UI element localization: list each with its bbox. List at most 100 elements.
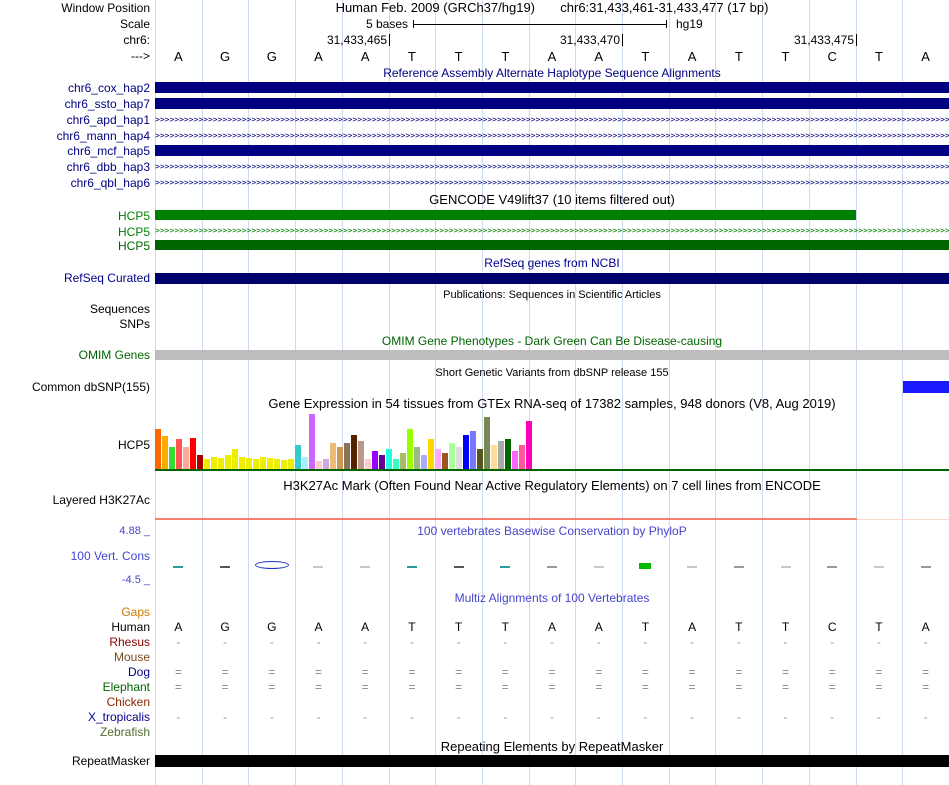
track-chevrons-chr6_apd_hap1[interactable]: >>>>>>>>>>>>>>>>>>>>>>>>>>>>>>>>>>>>>>>>…	[155, 116, 949, 124]
gtex-tissue-bar[interactable]	[246, 458, 252, 469]
gtex-tissue-bar[interactable]	[295, 445, 301, 469]
gtex-tissue-bar[interactable]	[358, 441, 364, 469]
omim-genes-bar[interactable]	[155, 350, 949, 360]
gtex-tissue-bar[interactable]	[274, 459, 280, 469]
gtex-tissue-bar[interactable]	[470, 431, 476, 469]
gencode-gene-bar[interactable]	[155, 210, 856, 220]
gtex-tissue-bar[interactable]	[309, 414, 315, 469]
publications-title[interactable]: Publications: Sequences in Scientific Ar…	[443, 289, 661, 301]
gtex-tissue-bar[interactable]	[218, 458, 224, 469]
gtex-tissue-bar[interactable]	[365, 459, 371, 469]
gtex-tissue-bar[interactable]	[204, 459, 210, 469]
gtex-tissue-bar[interactable]	[176, 439, 182, 469]
h3k27ac-title[interactable]: H3K27Ac Mark (Often Found Near Active Re…	[283, 478, 821, 493]
gtex-tissue-bar[interactable]	[498, 441, 504, 469]
gtex-tissue-bar[interactable]	[449, 443, 455, 469]
gencode-gene-chevrons[interactable]: >>>>>>>>>>>>>>>>>>>>>>>>>>>>>>>>>>>>>>>>…	[155, 227, 949, 235]
gtex-tissue-bar[interactable]	[316, 461, 322, 469]
gencode-title[interactable]: GENCODE V49lift37 (10 items filtered out…	[429, 192, 675, 207]
multiz-species-label-x_tropicalis[interactable]: X_tropicalis	[87, 710, 150, 724]
gtex-tissue-bar[interactable]	[169, 447, 175, 469]
gencode-track-label[interactable]: HCP5	[117, 225, 150, 239]
gtex-tissue-bar[interactable]	[211, 457, 217, 469]
gtex-tissue-bar[interactable]	[477, 449, 483, 469]
gtex-tissue-bar[interactable]	[421, 455, 427, 469]
gtex-tissue-bar[interactable]	[302, 457, 308, 469]
gtex-tissue-bar[interactable]	[190, 438, 196, 469]
snps-track-label[interactable]: SNPs	[119, 317, 150, 331]
gtex-tissue-bar[interactable]	[456, 447, 462, 469]
track-chevrons-chr6_qbl_hap6[interactable]: >>>>>>>>>>>>>>>>>>>>>>>>>>>>>>>>>>>>>>>>…	[155, 179, 949, 187]
multiz-species-label-elephant[interactable]: Elephant	[102, 680, 150, 694]
gtex-track-label[interactable]: HCP5	[117, 438, 150, 452]
track-label-chr6_dbb_hap3[interactable]: chr6_dbb_hap3	[66, 160, 150, 174]
multiz-species-label-mouse[interactable]: Mouse	[113, 650, 150, 664]
refseq-curated-bar[interactable]	[155, 273, 949, 284]
gtex-tissue-bar[interactable]	[162, 436, 168, 469]
gtex-tissue-bar[interactable]	[379, 455, 385, 469]
dbsnp-variant-bar[interactable]	[903, 381, 949, 393]
gtex-tissue-bar[interactable]	[484, 417, 490, 469]
gtex-tissue-bar[interactable]	[428, 439, 434, 469]
track-label-chr6_apd_hap1[interactable]: chr6_apd_hap1	[66, 113, 150, 127]
phylop-track-label[interactable]: 100 Vert. Cons	[70, 549, 150, 563]
gtex-tissue-bar[interactable]	[344, 443, 350, 469]
sequences-track-label[interactable]: Sequences	[89, 302, 150, 316]
gtex-tissue-bar[interactable]	[253, 459, 259, 469]
multiz-species-label-gaps[interactable]: Gaps	[121, 605, 150, 619]
gtex-tissue-bar[interactable]	[225, 455, 231, 469]
gtex-tissue-bar[interactable]	[239, 457, 245, 469]
gtex-tissue-bar[interactable]	[281, 460, 287, 469]
track-label-chr6_ssto_hap7[interactable]: chr6_ssto_hap7	[64, 97, 150, 111]
gtex-tissue-bar[interactable]	[442, 453, 448, 469]
multiz-species-label-human[interactable]: Human	[111, 620, 150, 634]
track-label-chr6_mcf_hap5[interactable]: chr6_mcf_hap5	[67, 144, 150, 158]
multiz-species-label-zebrafish[interactable]: Zebrafish	[99, 725, 150, 739]
repeatmasker-title[interactable]: Repeating Elements by RepeatMasker	[440, 739, 664, 754]
gtex-tissue-bar[interactable]	[393, 459, 399, 469]
multiz-title[interactable]: Multiz Alignments of 100 Vertebrates	[454, 591, 650, 605]
gtex-tissue-bar[interactable]	[372, 451, 378, 469]
track-label-chr6_cox_hap2[interactable]: chr6_cox_hap2	[67, 81, 150, 95]
gencode-gene-bar[interactable]	[155, 240, 949, 250]
gtex-tissue-bar[interactable]	[323, 459, 329, 469]
gtex-tissue-bar[interactable]	[330, 443, 336, 469]
gtex-tissue-bar[interactable]	[435, 449, 441, 469]
refseq-track-label[interactable]: RefSeq Curated	[63, 271, 150, 285]
gtex-tissue-bar[interactable]	[407, 429, 413, 469]
track-chevrons-chr6_dbb_hap3[interactable]: >>>>>>>>>>>>>>>>>>>>>>>>>>>>>>>>>>>>>>>>…	[155, 163, 949, 171]
gtex-tissue-bar[interactable]	[288, 459, 294, 469]
gtex-tissue-bar[interactable]	[197, 455, 203, 469]
gtex-tissue-bar[interactable]	[337, 447, 343, 469]
multiz-species-label-chicken[interactable]: Chicken	[106, 695, 150, 709]
gtex-tissue-bar[interactable]	[260, 457, 266, 469]
gtex-title[interactable]: Gene Expression in 54 tissues from GTEx …	[268, 396, 836, 411]
multiz-species-label-rhesus[interactable]: Rhesus	[109, 635, 150, 649]
track-label-chr6_qbl_hap6[interactable]: chr6_qbl_hap6	[70, 176, 150, 190]
gtex-tissue-bar[interactable]	[519, 445, 525, 469]
phylop-title[interactable]: 100 vertebrates Basewise Conservation by…	[417, 524, 687, 538]
gencode-track-label[interactable]: HCP5	[117, 239, 150, 253]
gtex-tissue-bar[interactable]	[386, 449, 392, 469]
track-label-chr6_mann_hap4[interactable]: chr6_mann_hap4	[56, 129, 150, 143]
haplotypes-title[interactable]: Reference Assembly Alternate Haplotype S…	[383, 66, 721, 80]
gtex-tissue-bar[interactable]	[463, 435, 469, 469]
refseq-title[interactable]: RefSeq genes from NCBI	[484, 256, 620, 270]
dbsnp-track-label[interactable]: Common dbSNP(155)	[31, 380, 150, 394]
track-chevrons-chr6_mann_hap4[interactable]: >>>>>>>>>>>>>>>>>>>>>>>>>>>>>>>>>>>>>>>>…	[155, 132, 949, 140]
track-bar-chr6_cox_hap2[interactable]	[155, 82, 949, 93]
gtex-tissue-bar[interactable]	[505, 439, 511, 469]
omim-title[interactable]: OMIM Gene Phenotypes - Dark Green Can Be…	[381, 334, 723, 348]
gtex-tissue-bar[interactable]	[155, 429, 161, 469]
omim-track-label[interactable]: OMIM Genes	[78, 348, 150, 362]
gtex-tissue-bar[interactable]	[267, 458, 273, 469]
gtex-tissue-bar[interactable]	[414, 447, 420, 469]
repeatmasker-bar[interactable]	[155, 755, 949, 767]
track-bar-chr6_ssto_hap7[interactable]	[155, 98, 949, 109]
gtex-tissue-bar[interactable]	[232, 449, 238, 469]
gtex-tissue-bar[interactable]	[491, 445, 497, 469]
gtex-tissue-bar[interactable]	[512, 451, 518, 469]
gtex-tissue-bar[interactable]	[351, 435, 357, 469]
gtex-tissue-bar[interactable]	[183, 447, 189, 469]
track-bar-chr6_mcf_hap5[interactable]	[155, 145, 949, 156]
